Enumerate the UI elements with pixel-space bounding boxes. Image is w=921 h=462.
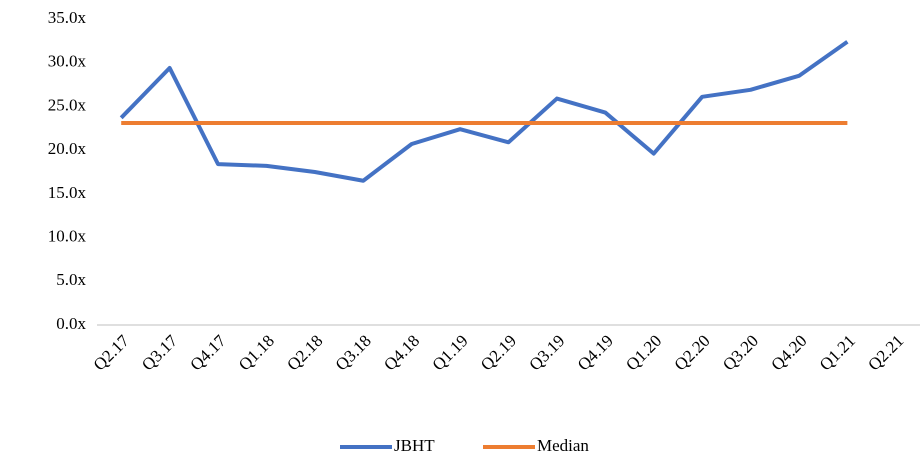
x-tick-label: Q3.20 — [719, 331, 762, 374]
x-tick-label: Q2.20 — [671, 331, 714, 374]
y-tick-label: 15.0x — [48, 183, 87, 202]
x-tick-label: Q4.19 — [574, 331, 617, 374]
y-tick-label: 30.0x — [48, 52, 87, 71]
x-tick-label: Q1.18 — [235, 331, 278, 374]
x-tick-label: Q2.19 — [477, 331, 520, 374]
series-line — [119, 40, 849, 183]
x-tick-label: Q3.17 — [138, 331, 182, 375]
y-tick-label: 25.0x — [48, 95, 87, 114]
y-tick-label: 5.0x — [56, 270, 86, 289]
y-tick-label: 35.0x — [48, 8, 87, 27]
x-tick-label: Q1.19 — [429, 331, 472, 374]
x-tick-label: Q2.17 — [90, 331, 134, 375]
x-tick-label: Q3.18 — [332, 331, 375, 374]
y-tick-label: 10.0x — [48, 226, 87, 245]
x-tick-label: Q4.20 — [767, 331, 810, 374]
x-tick-label: Q3.19 — [525, 331, 568, 374]
x-tick-label: Q1.20 — [622, 331, 665, 374]
x-tick-label: Q1.21 — [816, 331, 859, 374]
x-tick-label: Q4.18 — [380, 331, 423, 374]
x-tick-label: Q2.21 — [864, 331, 907, 374]
y-tick-label: 20.0x — [48, 139, 87, 158]
x-tick-label: Q2.18 — [283, 331, 326, 374]
legend-label: Median — [537, 436, 589, 455]
y-tick-label: 0.0x — [56, 314, 86, 333]
legend-label: JBHT — [394, 436, 435, 455]
x-tick-label: Q4.17 — [186, 331, 230, 375]
